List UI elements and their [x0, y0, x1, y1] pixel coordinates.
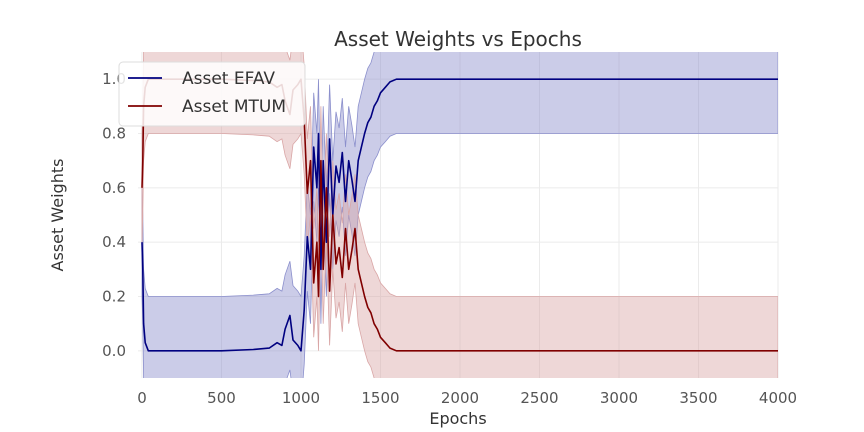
legend-label: Asset EFAV: [182, 69, 275, 89]
y-tick-label: 0.6: [102, 179, 126, 197]
y-tick-label: 0.2: [102, 288, 126, 306]
y-tick-label: 0.8: [102, 125, 126, 143]
y-tick-label: 0.0: [102, 342, 126, 360]
x-tick-label: 2000: [441, 389, 479, 407]
x-tick-label: 2500: [520, 389, 558, 407]
confidence-band: [141, 52, 778, 378]
x-tick-label: 3000: [600, 389, 638, 407]
x-tick-label: 500: [207, 389, 236, 407]
x-tick-label: 3500: [679, 389, 717, 407]
y-tick-label: 0.4: [102, 233, 126, 251]
x-tick-label: 1500: [361, 389, 399, 407]
x-tick-label: 0: [137, 389, 147, 407]
series-line: [141, 78, 778, 352]
legend: Asset EFAV Asset MTUM: [118, 61, 306, 127]
y-axis-ticks: 0.00.20.40.60.81.0: [102, 70, 126, 360]
x-axis-ticks: 0 500 1000 1500 2000 2500 3000 3500 4000: [137, 389, 797, 407]
legend-label: Asset MTUM: [182, 97, 286, 117]
x-tick-label: 1000: [282, 389, 320, 407]
legend-box: [118, 61, 306, 127]
x-axis-label: Epochs: [429, 409, 486, 428]
x-tick-label: 4000: [759, 389, 797, 407]
y-axis-label: Asset Weights: [48, 159, 67, 272]
chart-title: Asset Weights vs Epochs: [334, 27, 582, 51]
